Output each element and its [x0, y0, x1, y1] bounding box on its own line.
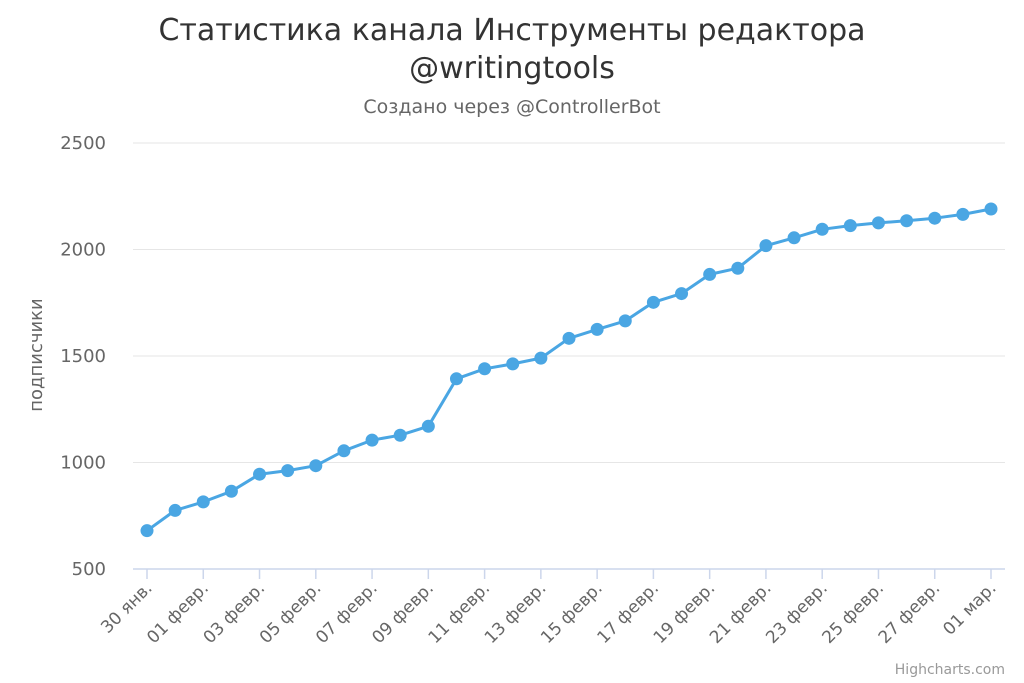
- data-point[interactable]: [365, 433, 379, 447]
- data-point[interactable]: [224, 484, 238, 498]
- data-point[interactable]: [168, 503, 182, 517]
- chart-title-line-1: Статистика канала Инструменты редактора: [158, 13, 865, 48]
- data-point[interactable]: [140, 524, 154, 538]
- data-point[interactable]: [590, 322, 604, 336]
- y-tick-label: 2500: [60, 133, 106, 154]
- data-point[interactable]: [815, 222, 829, 236]
- x-tick-label: 01 мар.: [939, 578, 1000, 639]
- data-point[interactable]: [731, 261, 745, 275]
- data-point[interactable]: [843, 219, 857, 233]
- y-tick-label: 1500: [60, 346, 106, 367]
- chart-subtitle: Создано через @ControllerBot: [363, 96, 660, 118]
- data-point[interactable]: [928, 211, 942, 225]
- y-tick-label: 2000: [60, 240, 106, 261]
- data-point[interactable]: [871, 216, 885, 230]
- y-axis-label: подписчики: [26, 298, 47, 412]
- data-point[interactable]: [646, 295, 660, 309]
- x-tick-label: 27 февр.: [875, 578, 944, 647]
- data-point[interactable]: [534, 351, 548, 365]
- series-subscribers[interactable]: [140, 202, 998, 538]
- credits-link[interactable]: Highcharts.com: [895, 662, 1005, 678]
- grid-lines: [133, 142, 1005, 463]
- data-point[interactable]: [506, 357, 520, 371]
- data-point[interactable]: [478, 362, 492, 376]
- y-axis-ticks: 500 1000 1500 2000 2500: [60, 133, 106, 580]
- data-point[interactable]: [703, 267, 717, 281]
- data-point[interactable]: [253, 467, 267, 481]
- data-point[interactable]: [393, 428, 407, 442]
- data-point[interactable]: [900, 214, 914, 228]
- data-point[interactable]: [562, 331, 576, 345]
- data-point[interactable]: [675, 287, 689, 301]
- data-point[interactable]: [449, 372, 463, 386]
- y-tick-label: 500: [72, 559, 106, 580]
- data-point[interactable]: [787, 231, 801, 245]
- data-point[interactable]: [281, 464, 295, 478]
- data-point[interactable]: [956, 207, 970, 221]
- y-tick-label: 1000: [60, 453, 106, 474]
- data-point[interactable]: [759, 239, 773, 253]
- data-point[interactable]: [196, 495, 210, 509]
- chart-title-line-2: @writingtools: [409, 51, 615, 86]
- x-axis: 30 янв.01 февр.03 февр.05 февр.07 февр.0…: [97, 568, 1005, 648]
- data-point[interactable]: [618, 314, 632, 328]
- data-point[interactable]: [984, 202, 998, 216]
- series-line: [146, 207, 992, 532]
- data-point[interactable]: [421, 419, 435, 433]
- data-point[interactable]: [337, 444, 351, 458]
- data-point[interactable]: [309, 459, 323, 473]
